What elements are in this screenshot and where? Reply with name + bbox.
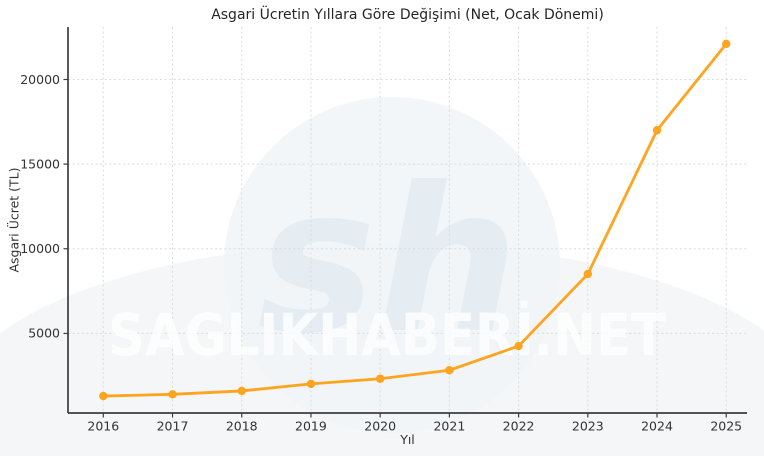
data-point <box>583 269 593 279</box>
data-line <box>101 42 728 398</box>
data-point <box>99 391 108 401</box>
data-point <box>168 390 177 399</box>
data-point <box>445 366 454 375</box>
watermark-text: SAGLIKHABERİ.NET <box>108 300 666 369</box>
data-point <box>722 39 731 49</box>
data-points <box>99 39 731 401</box>
y-tick-label: 15000 <box>20 156 60 171</box>
x-tick-label: 2019 <box>295 419 327 434</box>
gridlines <box>68 27 747 413</box>
data-point <box>514 341 523 351</box>
y-tick-label: 20000 <box>20 72 60 87</box>
y-tick-label: 5000 <box>28 326 60 341</box>
x-tick-label: 2018 <box>226 419 258 434</box>
data-point <box>237 386 246 396</box>
x-tick-label: 2022 <box>503 419 535 434</box>
y-axis-label: Asgari Ücret (TL) <box>6 167 22 273</box>
x-tick-label: 2024 <box>641 419 673 434</box>
tick-labels: 2016 2017 2018 2019 2020 2021 2022 2023 2024 2025… <box>20 72 742 434</box>
tick-marks <box>63 78 727 418</box>
data-point <box>652 126 662 135</box>
chart-title: Asgari Ücretin Yıllara Göre Değişimi (Ne… <box>211 7 604 23</box>
x-axis-label: Yıl <box>400 432 415 447</box>
x-tick-label: 2016 <box>87 419 119 434</box>
data-point <box>306 379 316 389</box>
x-tick-label: 2021 <box>433 419 465 434</box>
axes-spines <box>67 27 747 414</box>
x-tick-label: 2025 <box>710 419 742 434</box>
data-point <box>375 374 385 383</box>
x-tick-label: 2017 <box>157 419 189 434</box>
logo-blob <box>224 97 560 433</box>
y-tick-label: 10000 <box>20 241 60 256</box>
logo-glyph: sh <box>257 145 518 378</box>
x-tick-label: 2023 <box>572 419 604 434</box>
x-tick-label: 2020 <box>364 419 396 434</box>
